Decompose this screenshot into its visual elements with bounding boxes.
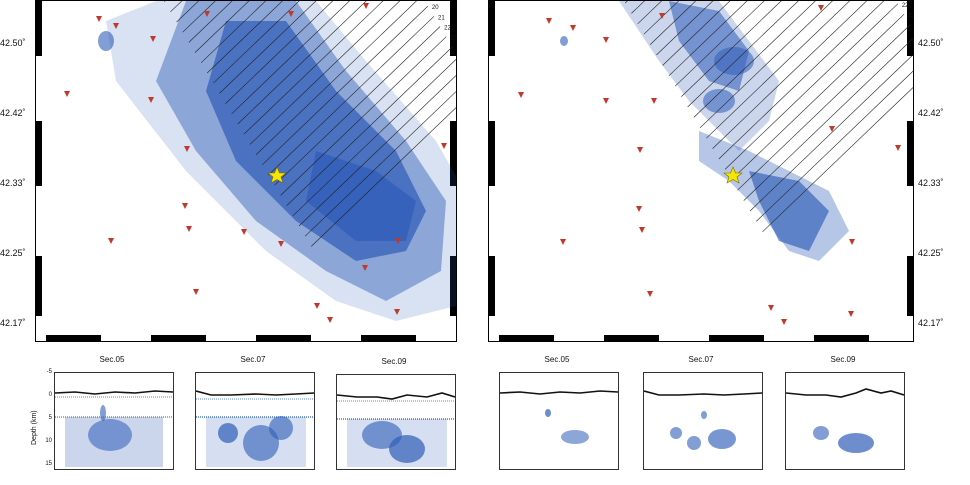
ytick-10: 10 [45, 438, 52, 444]
right-lat-4: 42.25˚ [918, 248, 944, 258]
left-lat-3: 42.33˚ [0, 178, 26, 188]
left-sec07-plot [195, 372, 315, 470]
right-stations [518, 5, 901, 325]
profile-line [706, 1, 850, 139]
profile-line [724, 3, 899, 170]
profile-line-label: 20 [432, 5, 439, 11]
profile-line [225, 1, 334, 104]
right-sec07-plot [643, 372, 763, 470]
left-lat-2: 42.42˚ [0, 108, 26, 118]
left-frame-bars [36, 1, 456, 341]
left-sec05-plot [54, 372, 174, 470]
profile-line [674, 1, 765, 87]
profile-line [718, 1, 885, 160]
profile-line [213, 1, 300, 84]
right-sec05-title: Sec.05 [544, 355, 570, 364]
profile-line [731, 13, 905, 181]
profile-line [231, 1, 350, 115]
ytick-m5: -5 [46, 369, 52, 375]
profile-line [182, 1, 216, 33]
profile-line [681, 1, 782, 97]
profile-line [298, 75, 456, 227]
left-profile-lines [164, 1, 456, 247]
profile-line [649, 1, 697, 45]
profile-line [668, 1, 748, 77]
left-sec05-title: Sec.05 [99, 355, 125, 364]
profile-line [311, 107, 456, 247]
profile-line [194, 1, 250, 53]
profile-line-label: 21 [438, 15, 445, 21]
left-sec09-title: Sec.09 [381, 357, 407, 366]
right-map-canvas: 6789101112131415161718192021222324252627… [489, 1, 913, 341]
left-mainshock-star [267, 166, 287, 184]
profile-line [274, 26, 441, 186]
profile-line [656, 1, 714, 56]
profile-line [712, 1, 868, 149]
profile-line [243, 1, 384, 135]
right-lat-2: 42.42˚ [918, 108, 944, 118]
right-frame-bars [489, 1, 913, 341]
ytick-0: 0 [48, 392, 52, 398]
right-sec09-plot [785, 372, 905, 470]
right-sec09-title: Sec.09 [830, 355, 856, 364]
right-line-labels: 6789101112131415161718192021222324252627… [902, 3, 913, 19]
profile-line-label: 22 [902, 3, 909, 9]
profile-line [756, 70, 913, 222]
right-sec05-plot [499, 372, 619, 470]
profile-line [737, 24, 911, 191]
left-stations [64, 3, 447, 323]
right-lat-3: 42.33˚ [918, 178, 944, 188]
profile-line-label: 23 [450, 36, 456, 42]
right-sec07-title: Sec.07 [688, 355, 714, 364]
right-lat-1: 42.50˚ [918, 38, 944, 48]
right-lat-5: 42.17˚ [918, 318, 944, 328]
profile-line-label: 23 [908, 13, 913, 19]
left-line-labels: 7891011121314151617181920212223242526272… [432, 5, 456, 42]
profile-line [237, 1, 367, 125]
profile-line [262, 5, 429, 166]
right-profile-lines [624, 1, 913, 233]
left-sec09-plot [336, 374, 456, 470]
profile-line [206, 1, 283, 74]
right-mainshock-star [723, 166, 743, 184]
profile-line [219, 1, 317, 94]
profile-line [280, 36, 447, 196]
profile-line [662, 1, 731, 66]
profile-line [304, 91, 456, 237]
left-lat-5: 42.17˚ [0, 318, 26, 328]
profile-line [693, 1, 816, 118]
left-sec07-title: Sec.07 [240, 355, 266, 364]
profile-line [749, 54, 913, 212]
depth-axis-label: Depth (km) [31, 410, 38, 445]
profile-line [743, 37, 913, 201]
left-map: 7891011121314151617181920212223242526272… [35, 0, 457, 342]
ytick-15: 15 [45, 461, 52, 467]
profile-line [286, 46, 453, 206]
ytick-5: 5 [48, 415, 52, 421]
profile-line [292, 59, 456, 217]
left-lat-4: 42.25˚ [0, 248, 26, 258]
right-map: 6789101112131415161718192021222324252627… [488, 0, 914, 342]
left-map-canvas: 7891011121314151617181920212223242526272… [36, 1, 456, 341]
profile-line [188, 1, 233, 43]
profile-line [200, 1, 267, 64]
profile-line [255, 1, 417, 155]
right-seismicity-cloud [560, 1, 849, 261]
profile-line [699, 1, 833, 129]
profile-line-label: 22 [444, 26, 451, 32]
profile-line [249, 1, 401, 145]
profile-line [268, 16, 435, 176]
left-seismicity-cloud [98, 1, 456, 321]
profile-line [687, 1, 799, 108]
left-lat-1: 42.50˚ [0, 38, 26, 48]
profile-line [762, 87, 913, 233]
profile-line [643, 1, 679, 35]
